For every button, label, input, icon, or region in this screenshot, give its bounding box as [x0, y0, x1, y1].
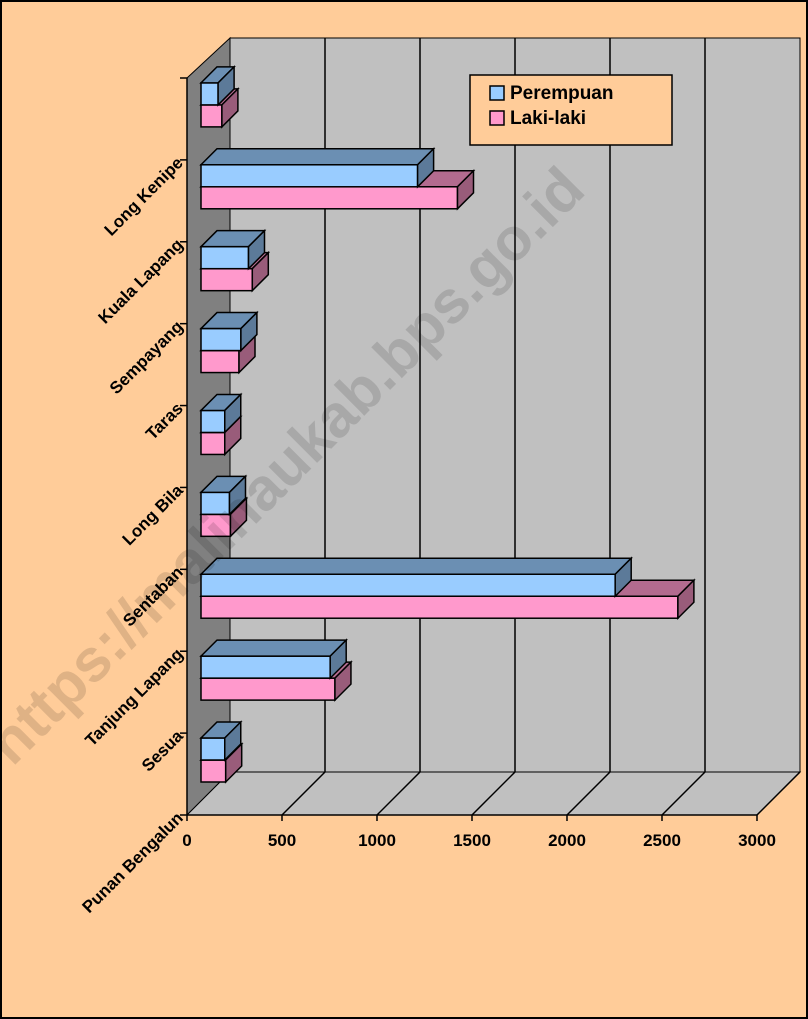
bar [200, 431, 226, 456]
x-tick-label: 2500 [643, 831, 681, 850]
legend-swatch [489, 110, 505, 126]
bar [200, 573, 616, 597]
x-tick-label: 0 [182, 831, 191, 850]
x-tick-label: 1500 [453, 831, 491, 850]
bar [200, 595, 679, 619]
legend-label: Perempuan [510, 83, 613, 104]
bar [200, 104, 223, 128]
bar-side [251, 250, 270, 293]
bar-side [416, 146, 435, 189]
bar-side [217, 65, 235, 107]
legend-swatch [489, 85, 505, 101]
bar [200, 245, 250, 270]
bar-side [240, 310, 258, 353]
grid-line [281, 771, 326, 816]
grid-line [376, 771, 421, 816]
bar-side [247, 228, 266, 271]
bar-top [199, 639, 349, 657]
bar [200, 327, 242, 352]
bar-side [221, 87, 239, 129]
bar-top [199, 148, 436, 166]
grid-line [756, 771, 801, 816]
bar-side [334, 660, 352, 702]
bar-side [677, 578, 695, 621]
x-tick-label: 500 [268, 831, 296, 850]
bar-side [329, 638, 347, 680]
bar [200, 82, 219, 106]
grid-line [566, 771, 611, 816]
legend: Perempuan Laki-laki [469, 74, 673, 146]
bar [200, 677, 336, 701]
bar [200, 349, 240, 374]
grid-line [471, 771, 516, 816]
bar-top [199, 557, 634, 575]
grid-line [661, 771, 706, 816]
x-tick-label: 1000 [358, 831, 396, 850]
bar-side [224, 720, 242, 762]
bar-side [228, 474, 247, 517]
bar [200, 655, 331, 679]
bar-side [614, 556, 632, 599]
bar [200, 759, 227, 783]
bar-side [224, 392, 242, 435]
bar [200, 186, 459, 210]
x-tick-label: 3000 [738, 831, 776, 850]
bar [200, 737, 226, 761]
bars [199, 65, 696, 784]
legend-label: Laki-laki [510, 108, 586, 129]
x-tick-label: 2000 [548, 831, 586, 850]
bar-side [456, 168, 475, 211]
bar [200, 267, 254, 292]
bar [200, 409, 226, 434]
bar [200, 164, 419, 188]
